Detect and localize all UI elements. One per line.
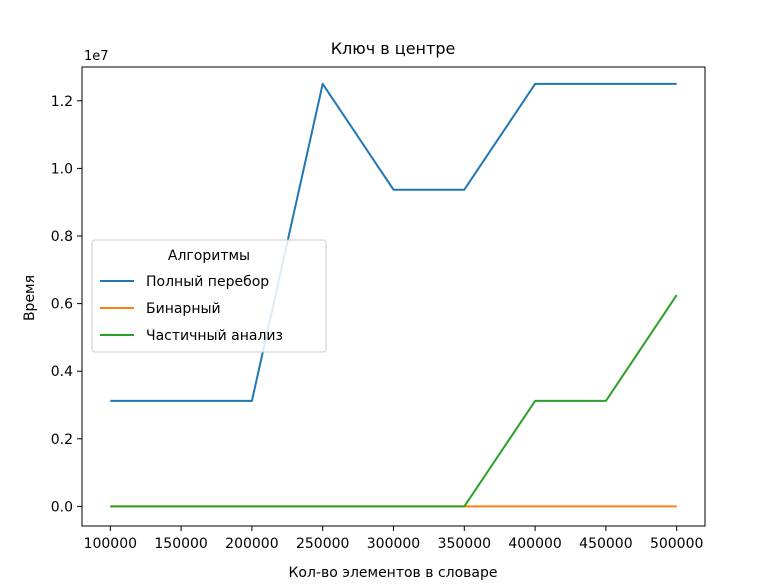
y-tick-label: 1.2 (51, 94, 73, 110)
legend-box (91, 239, 327, 353)
legend: Алгоритмы Полный перебор Бинарный Частичный… (91, 239, 327, 353)
series-line-0 (110, 82, 677, 402)
x-axis-label: Кол-во элементов в словаре (288, 565, 497, 581)
plot-frame (81, 66, 706, 527)
legend-label-2: Частичный анализ (146, 328, 283, 344)
x-tick-label: 300000 (367, 536, 420, 552)
legend-label-1: Бинарный (146, 301, 221, 317)
y-tick-label: 0.0 (51, 499, 73, 515)
x-tick-label: 150000 (154, 536, 207, 552)
plot-lines (110, 82, 678, 508)
x-tick-label: 500000 (650, 536, 703, 552)
x-ticks: 100000 150000 200000 250000 300000 350000 4000… (84, 526, 703, 552)
chart-title: Ключ в центре (331, 39, 456, 58)
x-tick-label: 400000 (508, 536, 561, 552)
x-tick-label: 450000 (579, 536, 632, 552)
y-axis-label: Время (22, 275, 38, 321)
y-ticks: 0.0 0.2 0.4 0.6 0.8 1.0 1.2 (51, 94, 82, 515)
series-line-2 (110, 294, 678, 508)
x-tick-label: 200000 (225, 536, 278, 552)
y-offset-label: 1e7 (84, 49, 109, 64)
y-tick-label: 0.8 (51, 229, 73, 245)
x-tick-label: 100000 (84, 536, 137, 552)
y-tick-label: 1.0 (51, 161, 73, 177)
y-tick-label: 0.4 (51, 364, 73, 380)
y-tick-label: 0.6 (51, 297, 73, 313)
y-tick-label: 0.2 (51, 432, 73, 448)
legend-label-0: Полный перебор (146, 274, 269, 290)
legend-title: Алгоритмы (168, 248, 250, 264)
x-tick-label: 350000 (438, 536, 491, 552)
x-tick-label: 250000 (296, 536, 349, 552)
